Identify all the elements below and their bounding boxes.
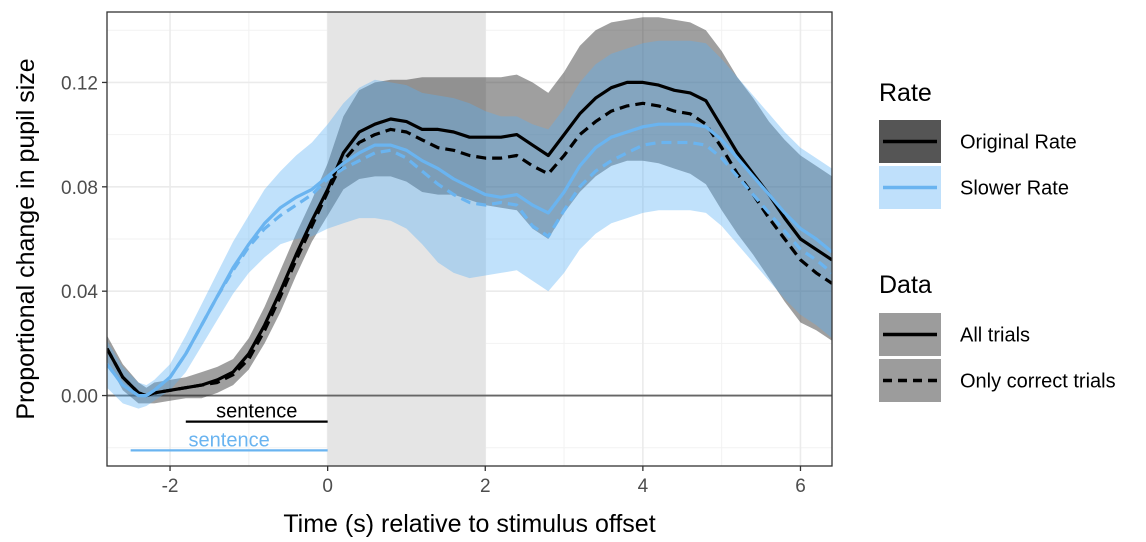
y-tick-label: 0.08	[61, 178, 98, 199]
x-tick-label: 4	[638, 476, 649, 497]
sentence-label-0: sentence	[216, 401, 297, 423]
series-line-3	[107, 140, 832, 398]
legend-all-trials-label: All trials	[960, 325, 1030, 347]
series-line-2	[107, 122, 832, 398]
series-line-1	[107, 101, 832, 398]
x-tick-label: 0	[322, 476, 333, 497]
legend-original-rate-label: Original Rate	[960, 132, 1077, 154]
x-tick-label: 2	[480, 476, 491, 497]
x-tick-label: 6	[795, 476, 806, 497]
legend-slower-rate-label: Slower Rate	[960, 178, 1069, 200]
legend-title-rate: Rate	[879, 79, 932, 107]
y-tick-label: 0.04	[61, 282, 98, 303]
y-tick-label: 0.12	[61, 73, 98, 94]
legend: Rate Original Rate Slower Rate Data All tria…	[879, 79, 1116, 402]
legend-title-data: Data	[879, 271, 932, 299]
y-tick-label: 0.00	[61, 387, 98, 408]
plot-inner: sentence sentence	[107, 12, 832, 466]
x-axis-title: Time (s) relative to stimulus offset	[283, 510, 655, 538]
x-tick-label: -2	[162, 476, 179, 497]
confidence-band-0	[107, 17, 832, 404]
sentence-label-1: sentence	[189, 429, 270, 451]
plot-border	[106, 11, 833, 467]
series-line-0	[107, 80, 832, 398]
plot-area: sentence sentence	[107, 12, 832, 466]
legend-only-correct-trials-label: Only correct trials	[960, 371, 1116, 393]
confidence-band-2	[107, 40, 832, 409]
shaded-region	[327, 12, 486, 466]
axes: -2 0 2 4 6 0.00 0.04 0.08 0.12	[61, 73, 806, 497]
y-axis-title: Proportional change in pupil size	[12, 58, 40, 419]
